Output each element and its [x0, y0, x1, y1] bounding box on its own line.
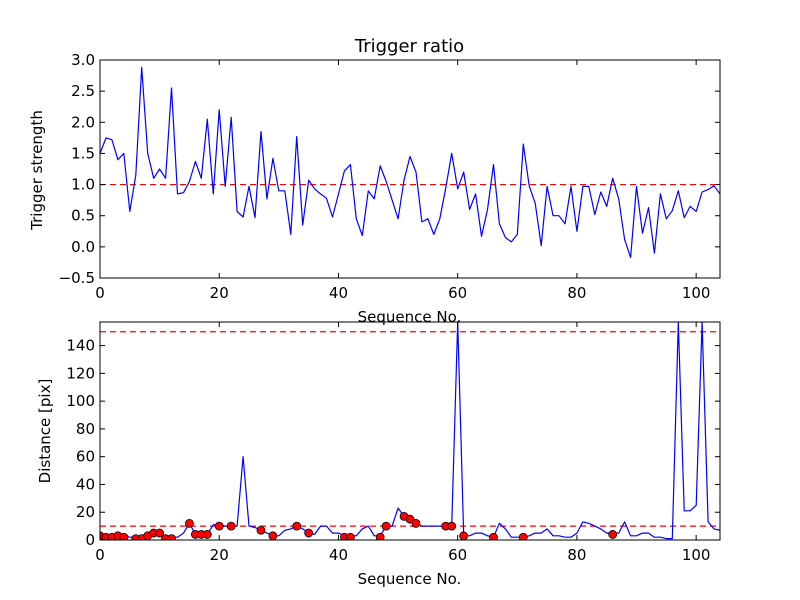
- y-tick-label: 120: [66, 364, 95, 382]
- y-tick-label: 0: [85, 531, 95, 549]
- trigger-ratio-chart: Trigger ratio Trigger strength Sequence …: [28, 36, 721, 326]
- axes-frame: [99, 321, 721, 541]
- data-point-marker: [185, 518, 194, 528]
- series-line: [100, 66, 720, 258]
- y-tick-label: 40: [76, 475, 95, 493]
- x-tick-label: 0: [95, 546, 105, 564]
- data-point-marker: [345, 532, 355, 540]
- y-axis-label: Trigger strength: [28, 110, 46, 231]
- x-axis-label: Sequence No.: [358, 308, 462, 326]
- y-tick-label: 1.0: [71, 176, 95, 194]
- x-axis-label: Sequence No.: [358, 570, 462, 588]
- data-point-marker: [459, 531, 469, 540]
- data-point-marker: [304, 528, 314, 538]
- plot-area: [100, 66, 720, 258]
- data-point-marker: [292, 521, 302, 531]
- data-point-marker: [405, 514, 415, 524]
- data-point-marker: [411, 518, 421, 528]
- data-point-marker: [608, 530, 618, 539]
- x-tick-label: 20: [210, 546, 229, 564]
- x-tick-label: 80: [567, 546, 586, 564]
- data-point-marker: [167, 534, 176, 540]
- y-tick-label: 140: [66, 337, 95, 355]
- x-tick-label: 40: [329, 546, 348, 564]
- y-tick-label: 60: [76, 448, 95, 466]
- data-point-marker: [226, 521, 236, 531]
- x-tick-label: 60: [448, 284, 467, 302]
- x-tick-label: 80: [567, 284, 586, 302]
- y-tick-label: −0.5: [59, 269, 95, 287]
- chart-title: Trigger ratio: [354, 36, 464, 57]
- y-tick-label: 100: [66, 392, 95, 410]
- y-tick-label: 1.5: [71, 144, 95, 162]
- y-tick-label: 0.0: [71, 238, 95, 256]
- y-tick-label: 2.0: [71, 113, 95, 131]
- y-tick-label: 2.5: [71, 82, 95, 100]
- data-point-marker: [155, 528, 165, 538]
- axes-frame: [99, 59, 721, 279]
- data-point-marker: [202, 530, 212, 539]
- x-tick-label: 100: [682, 284, 711, 302]
- data-point-marker: [375, 532, 385, 540]
- x-tick-label: 60: [448, 546, 467, 564]
- y-tick-label: 3.0: [71, 51, 95, 69]
- y-axis-label: Distance [pix]: [36, 379, 54, 484]
- data-point-marker: [256, 525, 266, 535]
- data-point-marker: [447, 521, 457, 531]
- x-tick-label: 20: [210, 284, 229, 302]
- data-point-marker: [119, 532, 129, 540]
- data-point-marker: [268, 531, 278, 540]
- x-tick-label: 40: [329, 284, 348, 302]
- y-tick-label: 80: [76, 420, 95, 438]
- data-point-marker: [381, 521, 391, 531]
- distance-chart: Distance [pix] Sequence No. 0 20 40 60 80 100…: [36, 321, 721, 588]
- data-point-marker: [489, 532, 498, 540]
- x-tick-label: 0: [95, 284, 105, 302]
- y-tick-label: 0.5: [71, 207, 95, 225]
- data-point-marker: [518, 532, 528, 540]
- y-tick-label: 20: [76, 503, 95, 521]
- data-point-marker: [214, 521, 224, 531]
- x-tick-label: 100: [682, 546, 711, 564]
